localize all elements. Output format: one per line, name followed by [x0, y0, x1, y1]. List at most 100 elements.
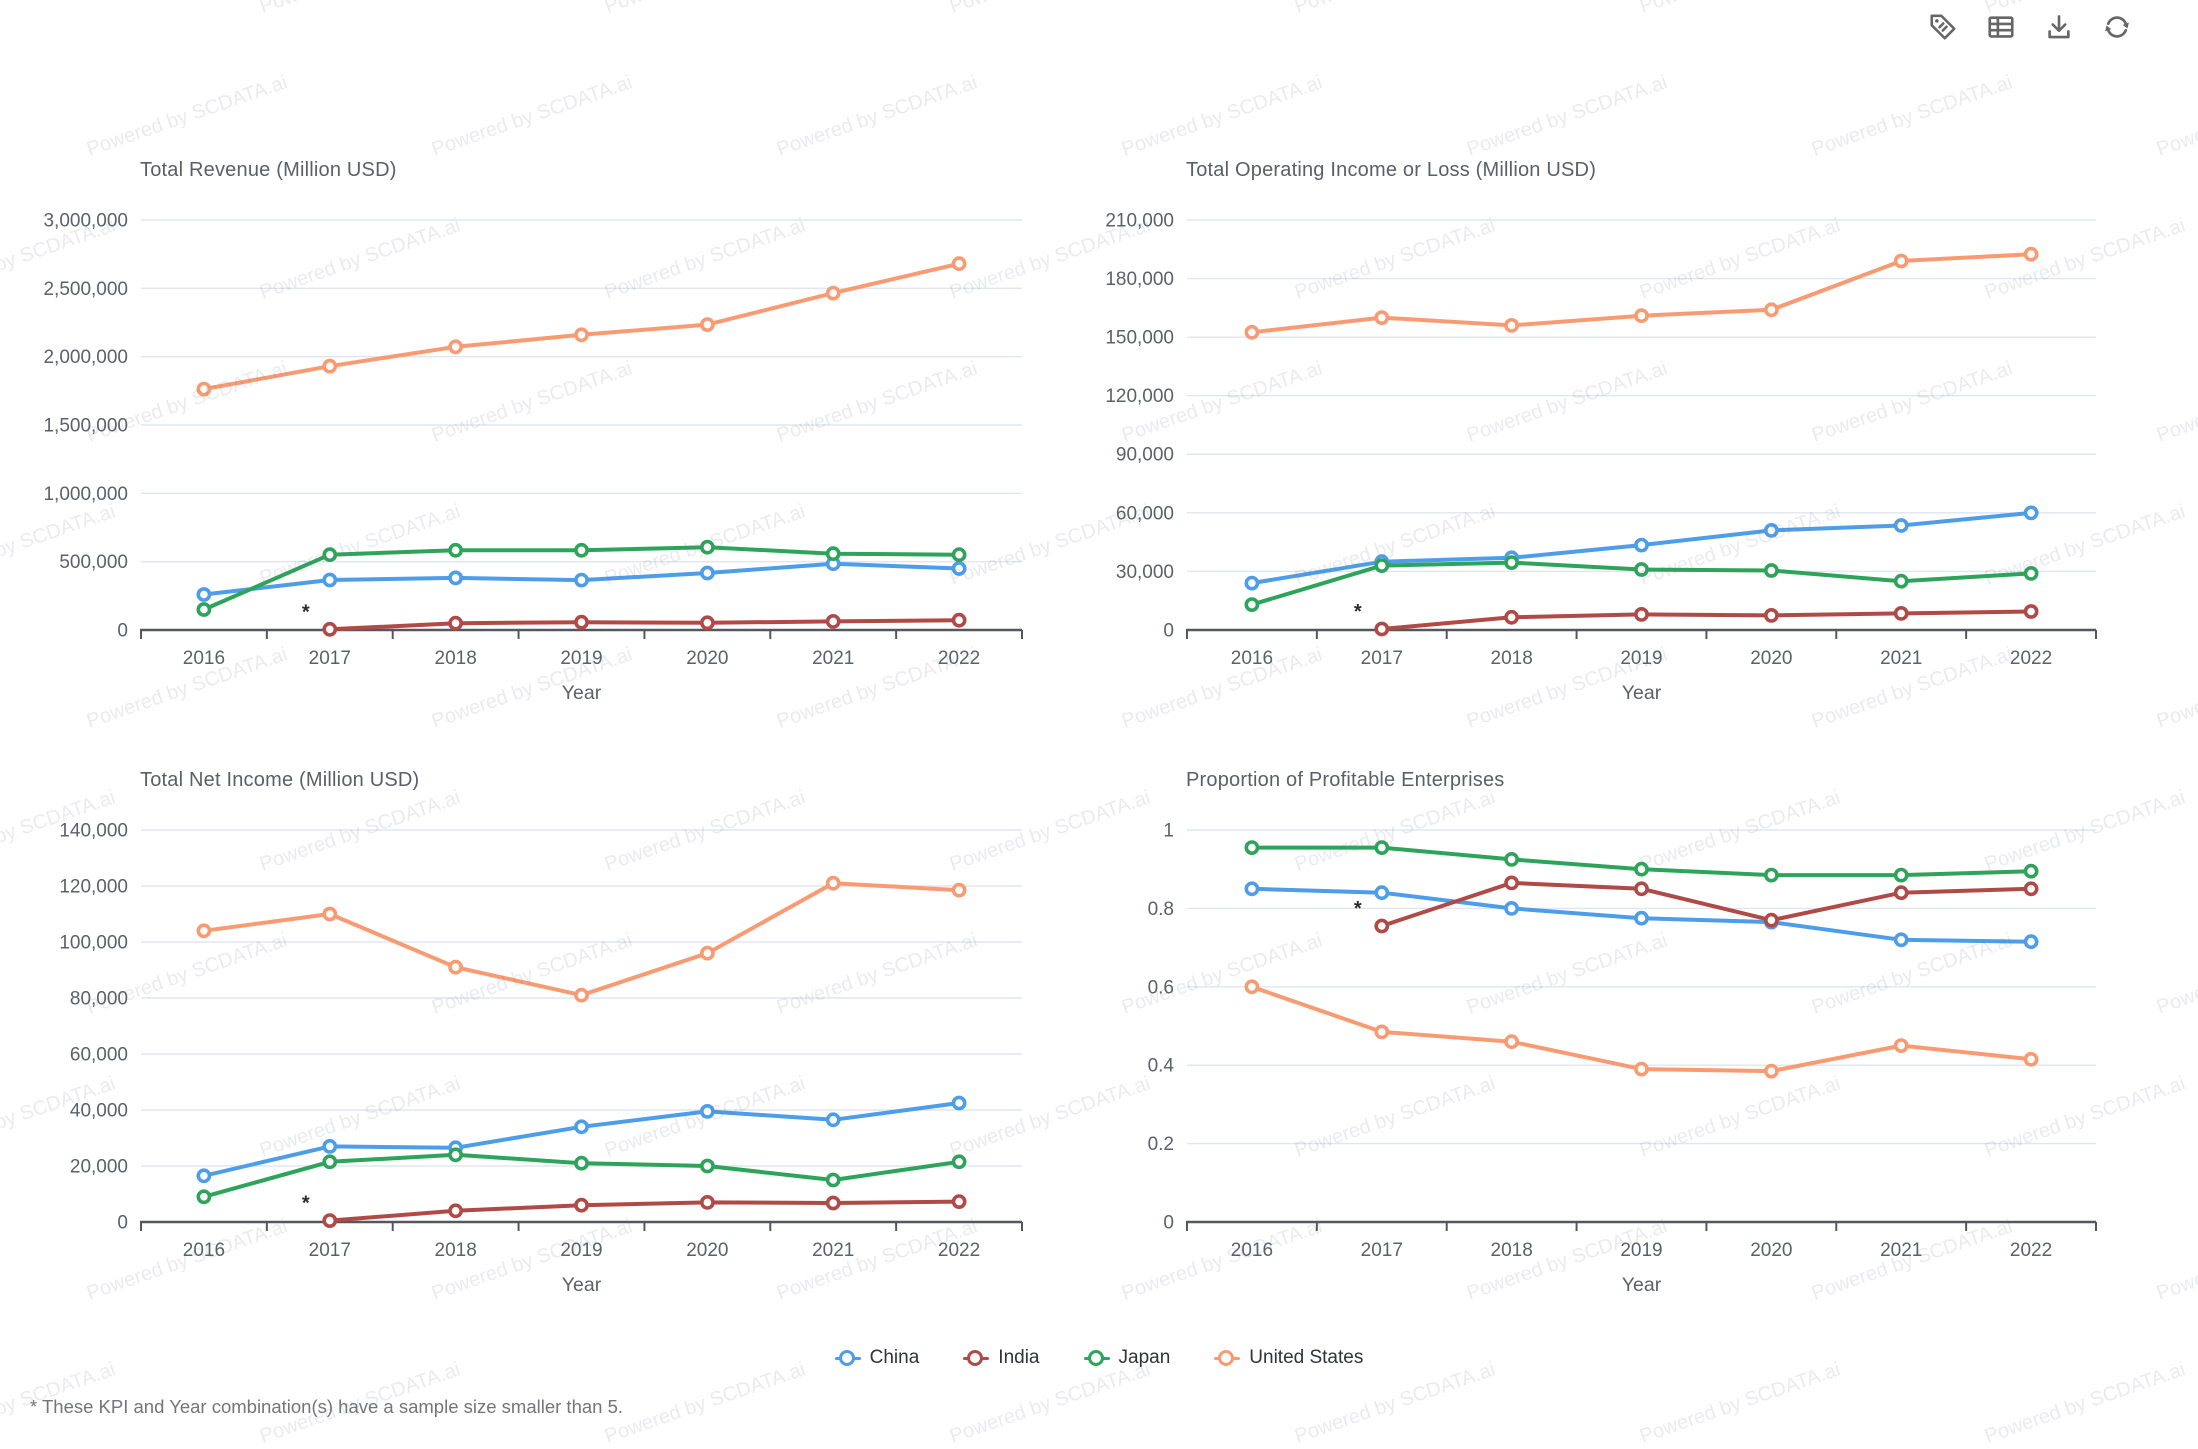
x-axis-tick-label: 2019 [560, 1240, 602, 1261]
chart-title-net-income: Total Net Income (Million USD) [140, 769, 420, 791]
y-axis-tick-label: 2,000,000 [43, 347, 128, 368]
data-point-marker [574, 542, 589, 558]
data-point-marker [2023, 246, 2039, 262]
y-axis-tick-label: 1 [1163, 820, 1174, 841]
data-point-marker [322, 1139, 338, 1154]
series-india [322, 612, 967, 637]
x-axis-tick-label: 2022 [938, 1240, 980, 1261]
table-button[interactable] [1984, 10, 2018, 44]
data-point-marker [1374, 310, 1390, 325]
data-point-marker [448, 570, 463, 586]
y-axis-tick-label: 120,000 [1105, 386, 1174, 407]
chart-title-operating-income: Total Operating Income or Loss (Million … [1186, 159, 1597, 181]
tag-button[interactable] [1926, 10, 1960, 44]
data-point-marker [1893, 867, 1909, 883]
tag-icon [1930, 14, 1956, 40]
data-point-marker [1893, 573, 1909, 589]
data-point-marker [574, 614, 589, 630]
data-point-marker [825, 614, 841, 629]
data-point-marker [1893, 518, 1909, 533]
x-axis-tick-label: 2019 [560, 648, 602, 669]
data-point-marker [196, 1168, 212, 1184]
data-point-marker [700, 615, 715, 631]
data-point-marker [574, 987, 589, 1003]
x-axis-tick-label: 2018 [1491, 648, 1533, 669]
legend-label: India [998, 1347, 1040, 1368]
series-india [1374, 604, 2039, 637]
data-point-marker [1244, 575, 1260, 591]
download-button[interactable] [2042, 10, 2076, 44]
data-point-marker [1634, 861, 1649, 877]
legend-item-japan[interactable]: Japan [1083, 1347, 1170, 1369]
data-point-marker [1764, 912, 1779, 928]
legend-item-india[interactable]: India [963, 1347, 1040, 1369]
series-india [1374, 875, 2039, 934]
y-axis-tick-label: 150,000 [1105, 328, 1174, 349]
small-sample-asterisk: * [1354, 898, 1362, 920]
data-point-marker [1764, 608, 1779, 623]
data-point-marker [2023, 566, 2039, 581]
data-point-marker [448, 1203, 463, 1219]
x-axis-tick-label: 2018 [435, 1240, 477, 1261]
data-point-marker [1634, 562, 1649, 577]
legend-label: United States [1249, 1347, 1364, 1368]
y-axis-tick-label: 1,500,000 [43, 415, 128, 436]
data-point-marker [322, 621, 338, 637]
y-axis-tick-label: 0.2 [1148, 1134, 1174, 1155]
y-axis-tick-label: 30,000 [1116, 562, 1174, 583]
data-point-marker [951, 547, 967, 563]
x-axis-tick-label: 2022 [2010, 1240, 2052, 1261]
data-point-marker [1634, 910, 1649, 926]
small-sample-asterisk: * [302, 1193, 310, 1215]
legend-item-united-states[interactable]: United States [1214, 1347, 1363, 1369]
data-point-marker [1764, 302, 1779, 318]
x-axis-tick-label: 2016 [1231, 1240, 1273, 1261]
y-axis-tick-label: 3,000,000 [43, 210, 128, 231]
series-japan [196, 1147, 967, 1205]
series-india [322, 1194, 967, 1228]
data-point-marker [951, 561, 967, 576]
series-japan [1244, 840, 2039, 883]
data-point-marker [2023, 881, 2039, 897]
data-point-marker [825, 875, 841, 891]
data-point-marker [1764, 563, 1779, 578]
x-axis-tick-label: 2017 [1361, 1240, 1403, 1261]
legend-item-china[interactable]: China [834, 1347, 919, 1369]
x-axis-tick-label: 2020 [686, 1240, 728, 1261]
data-point-marker [196, 602, 212, 617]
series-united-states [1244, 979, 2039, 1079]
data-point-marker [825, 1112, 841, 1128]
series-china [196, 556, 967, 602]
legend-marker-icon [834, 1349, 861, 1367]
x-axis-tick-label: 2017 [309, 1240, 351, 1261]
x-axis-tick-label: 2020 [686, 648, 728, 669]
x-axis-title: Year [562, 682, 602, 704]
data-point-marker [2023, 604, 2039, 619]
x-axis-title: Year [1622, 1274, 1662, 1296]
data-point-marker [574, 1155, 589, 1171]
data-point-marker [1634, 308, 1649, 324]
data-point-marker [1504, 555, 1519, 570]
x-axis-tick-label: 2020 [1750, 648, 1792, 669]
chart-plot-3: 0 0.2 0.4 0.6 0.8 1 2016 2017 2018 2019 2020 2021 20… [1148, 820, 2097, 1296]
chart-plot-1: 0 30,000 60,000 90,000 120,000 150,000 180,000… [1105, 210, 2097, 704]
x-axis-tick-label: 2021 [1880, 648, 1922, 669]
data-point-marker [1504, 901, 1519, 916]
data-point-marker [1893, 1038, 1909, 1053]
data-point-marker [951, 612, 967, 628]
data-point-marker [2023, 863, 2039, 879]
data-point-marker [825, 285, 841, 301]
data-point-marker [448, 615, 463, 631]
toolbar [1926, 10, 2134, 44]
y-axis-tick-label: 140,000 [59, 820, 128, 841]
y-axis-tick-label: 500,000 [59, 552, 128, 573]
data-point-marker [574, 1119, 589, 1135]
series-united-states [196, 256, 967, 397]
data-point-marker [1893, 885, 1909, 901]
data-point-marker [700, 1158, 715, 1174]
y-axis-tick-label: 60,000 [1116, 503, 1174, 524]
refresh-button[interactable] [2100, 10, 2134, 44]
footnote: * These KPI and Year combination(s) have… [30, 1396, 624, 1417]
table-icon [1988, 16, 2014, 38]
data-point-marker [448, 959, 463, 975]
